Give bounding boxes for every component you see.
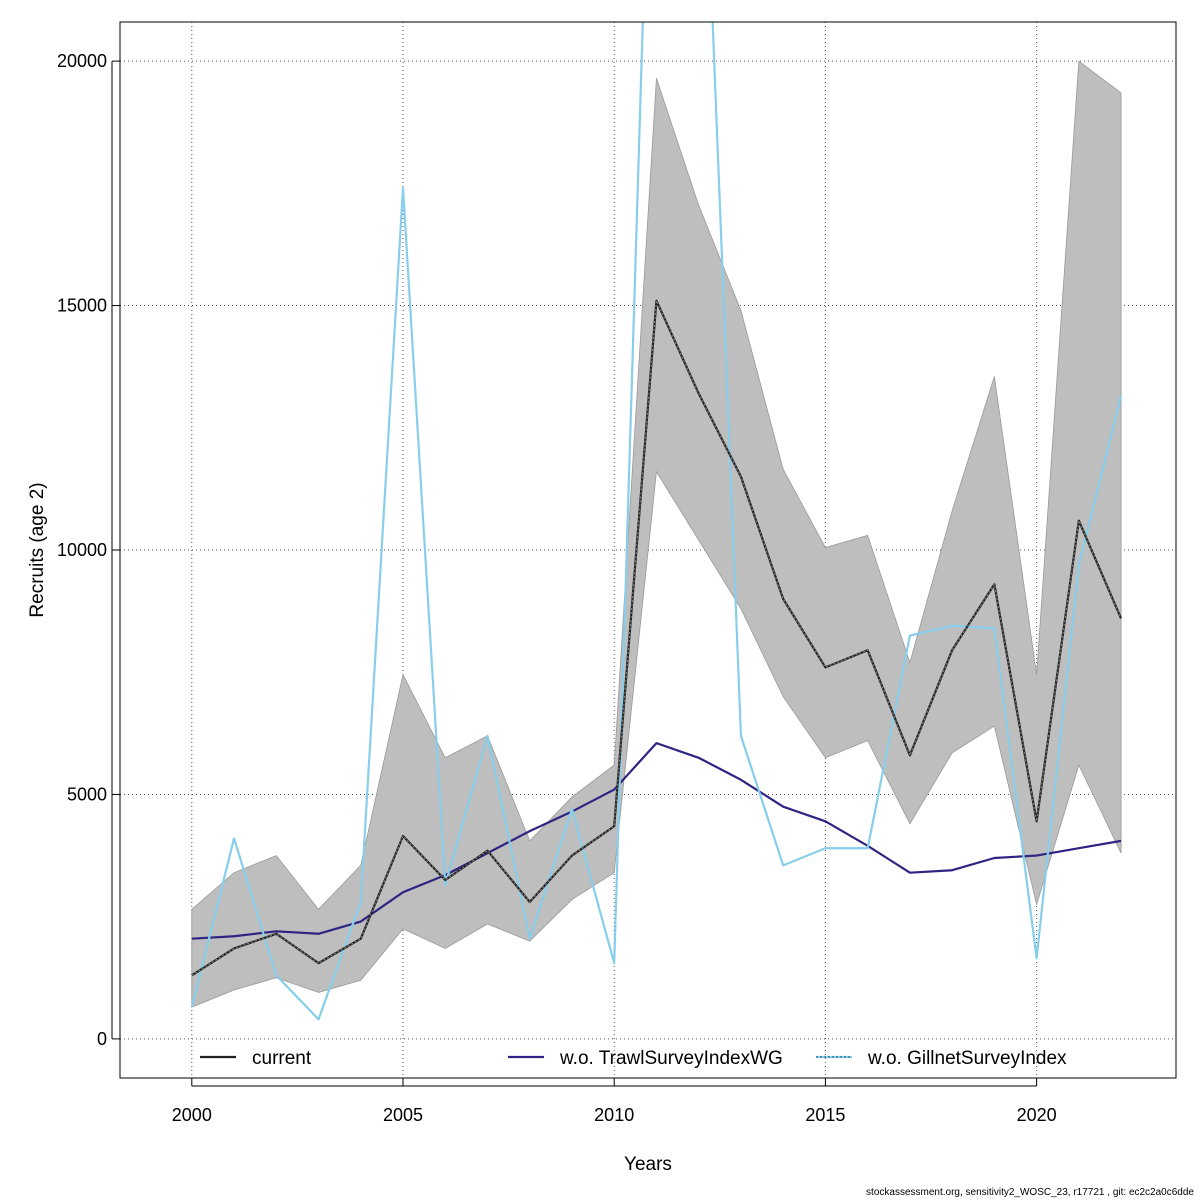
footer-text: stockassessment.org, sensitivity2_WOSC_2… (866, 1187, 1194, 1198)
legend-label-0: current (252, 1048, 312, 1069)
x-tick-label: 2020 (1017, 1105, 1057, 1125)
confidence-band-area (191, 60, 1122, 1008)
legend: current w.o. TrawlSurveyIndexWG w.o. Gilln… (200, 1048, 1067, 1069)
y-axis-title: Recruits (age 2) (27, 482, 48, 617)
series-lines (190, 22, 1123, 1021)
confidence-band (191, 60, 1122, 1008)
series-line-1 (191, 742, 1122, 940)
legend-label-1: w.o. TrawlSurveyIndexWG (559, 1048, 783, 1069)
x-tick-label: 2015 (805, 1105, 845, 1125)
x-tick-label: 2005 (383, 1105, 423, 1125)
x-axis: 2000 2005 2010 2015 2020 (172, 1078, 1057, 1125)
y-tick-label: 15000 (57, 296, 107, 316)
y-tick-label: 20000 (57, 51, 107, 71)
y-axis: 0 5000 10000 15000 20000 (57, 51, 120, 1049)
x-tick-label: 2010 (594, 1105, 634, 1125)
y-tick-label: 10000 (57, 540, 107, 560)
plot-frame (119, 21, 1177, 1079)
y-tick-label: 5000 (67, 784, 107, 804)
y-tick-label: 0 (97, 1029, 107, 1049)
x-tick-label: 2000 (172, 1105, 212, 1125)
series-line-0-dots (191, 298, 1122, 976)
legend-label-2: w.o. GillnetSurveyIndex (867, 1048, 1067, 1069)
x-axis-title: Years (624, 1154, 672, 1175)
